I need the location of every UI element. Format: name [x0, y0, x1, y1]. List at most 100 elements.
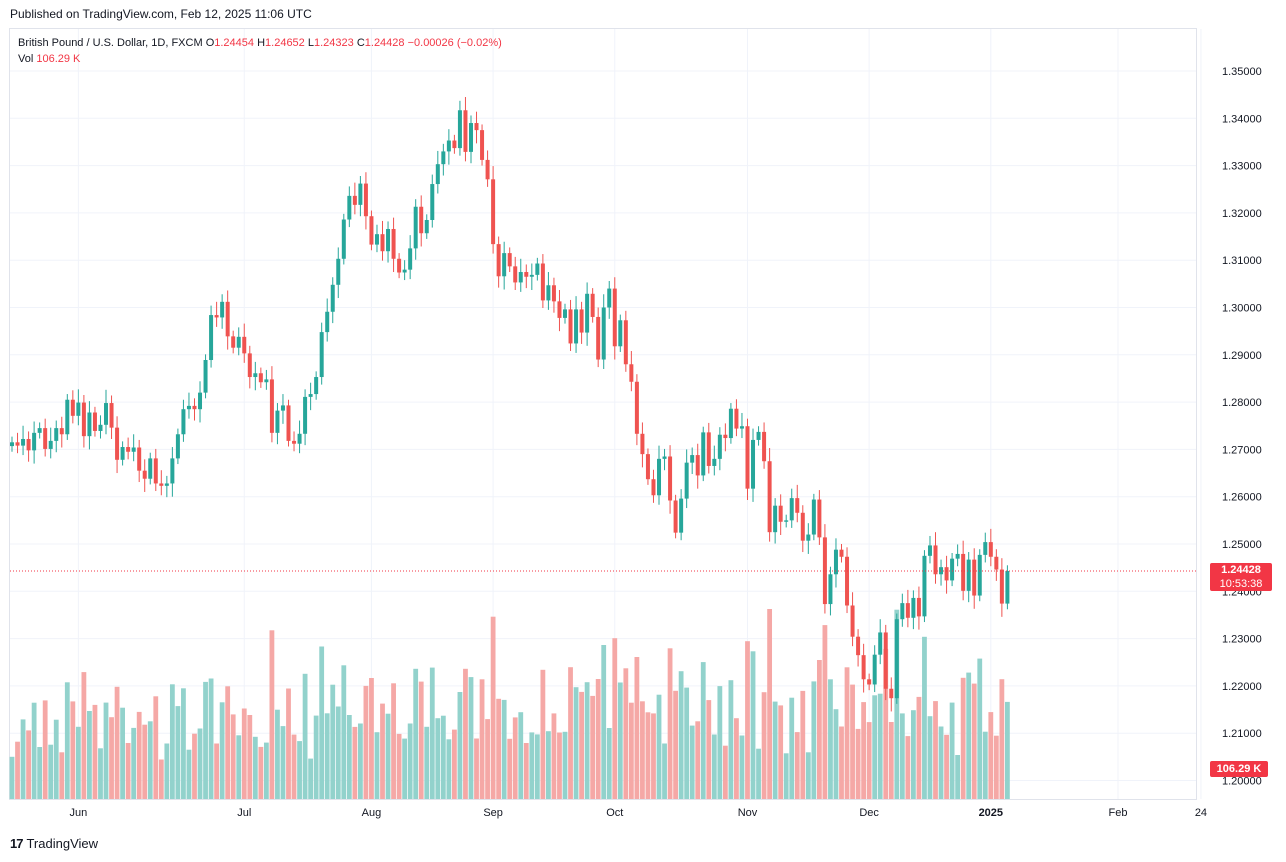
- volume-bar: [335, 706, 341, 799]
- candle-body: [214, 315, 219, 318]
- candle-body: [922, 555, 927, 617]
- candle: [800, 505, 805, 553]
- candle-body: [911, 597, 916, 618]
- candle-body: [513, 266, 518, 283]
- candle: [408, 235, 413, 280]
- candle: [634, 374, 639, 446]
- candle-body: [579, 309, 584, 333]
- candle: [286, 399, 291, 447]
- candle: [480, 124, 485, 166]
- time-axis-label: 24: [1195, 807, 1207, 819]
- candle: [148, 452, 153, 485]
- candle: [468, 115, 473, 164]
- candle-body: [253, 373, 258, 378]
- candle-body: [767, 461, 772, 533]
- candle: [850, 592, 855, 647]
- candle: [828, 566, 833, 616]
- candle-body: [186, 405, 191, 410]
- candle: [391, 217, 396, 273]
- candle: [120, 441, 125, 466]
- candle: [651, 469, 656, 503]
- candle: [623, 310, 628, 372]
- volume-bar: [407, 723, 413, 799]
- candle-body: [999, 569, 1004, 604]
- volume-bar: [761, 692, 767, 799]
- volume-bar: [678, 671, 684, 799]
- volume-bar: [197, 728, 203, 799]
- candle: [695, 443, 700, 489]
- tradingview-logo[interactable]: 17 TradingView: [10, 836, 98, 851]
- volume-bar: [363, 685, 369, 799]
- candle: [264, 369, 269, 390]
- volume-bar: [241, 708, 247, 799]
- candle-body: [391, 228, 396, 259]
- time-axis-label: Aug: [362, 807, 382, 819]
- time-axis-label: Jul: [237, 807, 251, 819]
- candle-body: [446, 140, 451, 152]
- volume-bar: [402, 738, 408, 799]
- bar-countdown: 10:53:38: [1219, 578, 1263, 591]
- candle-body: [645, 454, 650, 480]
- legend-low-value: 1.24323: [313, 37, 354, 49]
- volume-bar: [993, 735, 999, 799]
- candle-body: [546, 285, 551, 301]
- candle-body: [280, 405, 285, 411]
- ohlc-legend: British Pound / U.S. Dollar, 1D, FXCM O1…: [18, 35, 502, 67]
- candle-body: [48, 440, 53, 449]
- candle: [164, 475, 169, 498]
- price-axis-label: 1.25000: [1222, 539, 1262, 551]
- candle-body: [319, 332, 324, 378]
- candle: [629, 351, 634, 392]
- candle: [275, 403, 280, 445]
- candle-body: [861, 655, 866, 680]
- candle-body: [850, 605, 855, 637]
- candle-body: [684, 462, 689, 499]
- candle-body: [419, 206, 424, 234]
- candle: [43, 418, 48, 457]
- volume-bar: [883, 648, 889, 799]
- candle-body: [126, 447, 131, 452]
- candle: [767, 447, 772, 542]
- candle: [966, 552, 971, 603]
- volume-bar: [523, 743, 529, 799]
- candle-body: [430, 184, 435, 220]
- volume-bar: [700, 662, 706, 799]
- candle: [961, 540, 966, 601]
- candle: [927, 535, 932, 564]
- candle-body: [192, 405, 197, 410]
- volume-bar: [435, 718, 441, 799]
- volume-bar: [169, 684, 175, 799]
- candle: [845, 547, 850, 614]
- candle: [32, 421, 37, 464]
- candle: [762, 422, 767, 469]
- volume-bar: [236, 735, 242, 799]
- candle-body: [181, 409, 186, 435]
- volume-bar: [534, 734, 540, 799]
- candle: [87, 401, 92, 450]
- volume-bar: [396, 733, 402, 799]
- candle: [972, 548, 977, 609]
- candle-body: [916, 597, 921, 617]
- legend-vol-label: Vol: [18, 53, 34, 65]
- candle: [452, 134, 457, 154]
- candle-body: [833, 549, 838, 575]
- candle-body: [551, 285, 556, 302]
- candle: [546, 272, 551, 310]
- candle-body: [629, 364, 634, 382]
- candle-body: [800, 512, 805, 541]
- candle: [773, 498, 778, 544]
- candle: [717, 427, 722, 471]
- candle: [231, 330, 236, 354]
- volume-bar: [319, 646, 325, 799]
- volume-bar: [734, 718, 739, 799]
- candle-body: [944, 567, 949, 581]
- candle-body: [773, 505, 778, 533]
- volume-bar: [357, 723, 363, 799]
- candle: [424, 214, 429, 239]
- volume-bar: [391, 683, 396, 799]
- candle: [26, 431, 31, 462]
- volume-bar: [380, 703, 385, 799]
- volume-bar: [120, 707, 125, 799]
- volume-bar: [230, 714, 236, 799]
